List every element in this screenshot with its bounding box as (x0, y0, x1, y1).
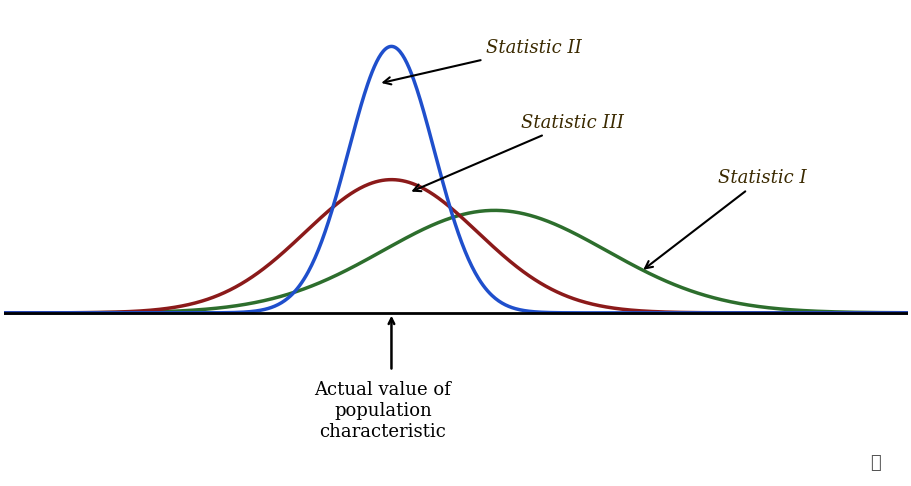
Text: Statistic III: Statistic III (413, 114, 623, 191)
Text: ⓘ: ⓘ (869, 454, 880, 472)
Text: Actual value of
population
characteristic: Actual value of population characteristi… (314, 381, 451, 441)
Text: Statistic II: Statistic II (384, 39, 581, 85)
Text: Statistic I: Statistic I (644, 169, 806, 268)
